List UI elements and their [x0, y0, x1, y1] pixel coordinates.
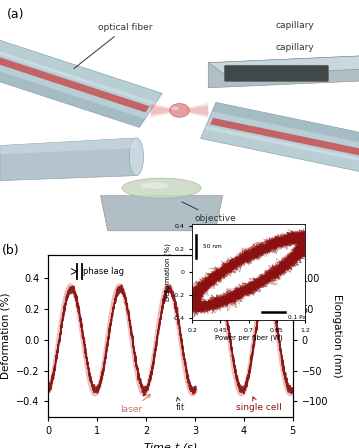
Text: (b): (b): [2, 244, 20, 257]
Polygon shape: [0, 38, 162, 127]
Ellipse shape: [169, 103, 190, 117]
X-axis label: Power per fiber (W): Power per fiber (W): [215, 334, 283, 341]
Polygon shape: [0, 47, 156, 105]
Polygon shape: [151, 103, 172, 118]
Polygon shape: [187, 103, 208, 118]
Text: phase lag: phase lag: [83, 267, 124, 276]
Ellipse shape: [129, 138, 144, 176]
Text: capillary: capillary: [275, 43, 314, 52]
Polygon shape: [205, 126, 359, 164]
Polygon shape: [101, 196, 223, 231]
Ellipse shape: [140, 182, 169, 189]
Polygon shape: [0, 138, 136, 154]
Polygon shape: [0, 53, 150, 112]
Text: laser: laser: [120, 395, 150, 414]
Polygon shape: [151, 105, 172, 116]
Y-axis label: Elongation (nm): Elongation (nm): [332, 294, 342, 378]
Y-axis label: Deformation (%): Deformation (%): [0, 293, 10, 379]
Text: capillary: capillary: [275, 21, 314, 30]
Polygon shape: [0, 64, 145, 127]
Ellipse shape: [122, 178, 201, 198]
Text: optical fiber: optical fiber: [74, 23, 153, 69]
Polygon shape: [208, 55, 359, 88]
Text: objective: objective: [182, 202, 236, 223]
Polygon shape: [201, 103, 359, 173]
Text: (a): (a): [7, 8, 25, 21]
Polygon shape: [187, 105, 208, 116]
Text: fit: fit: [176, 397, 185, 413]
Polygon shape: [210, 118, 359, 158]
Polygon shape: [212, 103, 359, 146]
Polygon shape: [208, 55, 359, 75]
X-axis label: Time $t$ (s): Time $t$ (s): [143, 441, 198, 448]
Text: 0.1 Pa: 0.1 Pa: [288, 314, 306, 319]
Text: single cell: single cell: [236, 397, 281, 413]
Polygon shape: [0, 138, 136, 181]
FancyBboxPatch shape: [224, 65, 328, 82]
Y-axis label: Deformation (%): Deformation (%): [164, 243, 171, 301]
Ellipse shape: [172, 107, 179, 110]
Text: 50 nm: 50 nm: [203, 245, 222, 250]
